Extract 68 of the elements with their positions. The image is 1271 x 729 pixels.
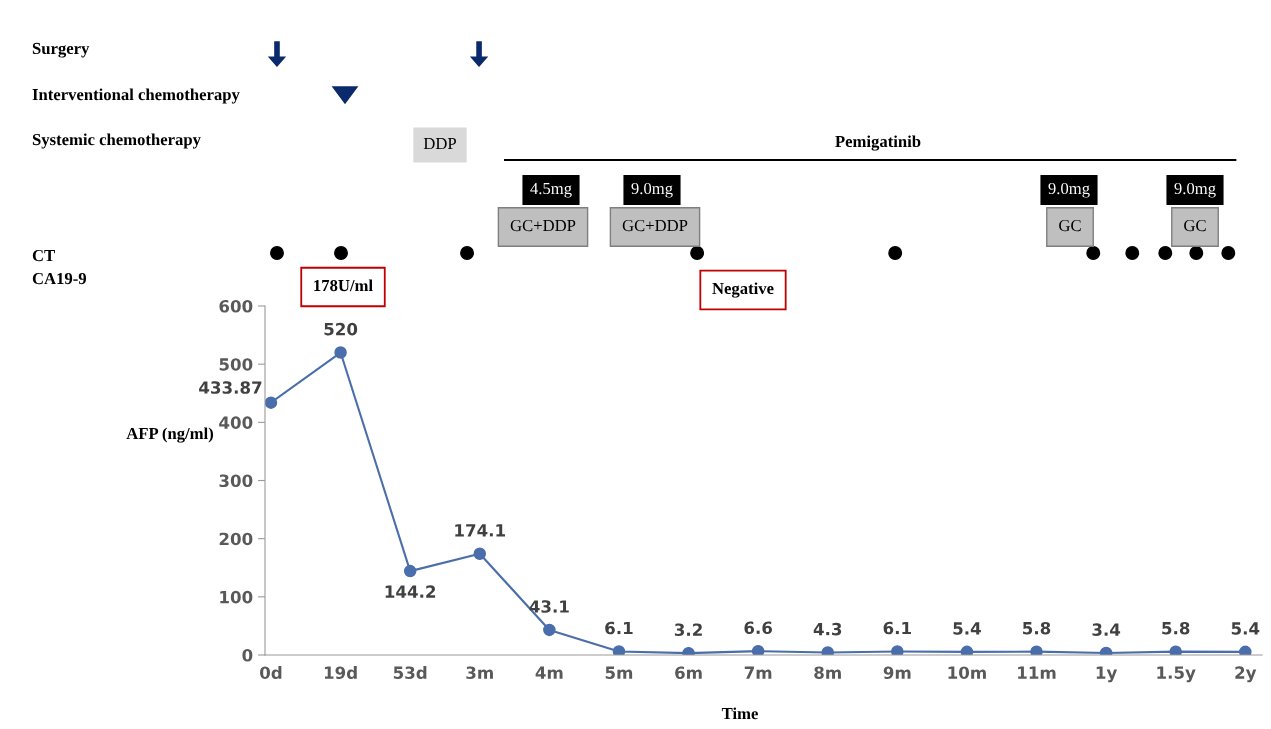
text: GC (1184, 219, 1206, 232)
x-tick-label: 2y (1235, 666, 1257, 683)
x-tick-label: 9m (883, 666, 911, 680)
y-tick-label: 100 (220, 590, 253, 604)
text: Negative (712, 282, 774, 298)
data-label: 4.3 (813, 622, 842, 636)
data-label: 5.4 (1231, 622, 1260, 635)
data-label: 5.8 (1162, 621, 1190, 635)
y-tick-label: 300 (219, 474, 253, 488)
x-tick-label: 19d (324, 666, 357, 680)
data-label: 3.2 (674, 623, 702, 637)
text: DDP (423, 138, 456, 150)
x-tick-label: 5m (605, 666, 633, 680)
y-tick-label: 500 (219, 358, 253, 371)
point (891, 645, 904, 655)
text: GC+DDP (622, 219, 688, 232)
y-tick-label: 200 (219, 532, 253, 546)
data-label: 3.4 (1092, 623, 1121, 636)
y-tick-label: 400 (219, 416, 253, 429)
data-label: 6.1 (605, 621, 633, 635)
data-label: 174.1 (455, 524, 505, 537)
text: 4.5mg (530, 182, 572, 198)
text: 9.0mg (1174, 182, 1216, 198)
text: Surgery (32, 42, 90, 58)
x-axis-title: Time (721, 707, 758, 720)
y-tick-label: 600 (219, 299, 253, 313)
text: Systemic chemotherapy (32, 133, 201, 149)
text: Pemigatinib (835, 135, 921, 151)
point (1239, 645, 1252, 655)
data-label: 6.1 (883, 621, 911, 635)
x-tick-label: 10m (948, 666, 986, 680)
text: CA19-9 (32, 272, 87, 285)
x-tick-label: 1.5y (1157, 666, 1196, 683)
x-tick-label: 7m (744, 666, 772, 679)
x-tick-label: 0d (260, 666, 282, 680)
text: GC (1059, 219, 1081, 232)
x-tick-label: 11m (1018, 666, 1056, 679)
y-axis-title: AFP (ng/ml) (126, 427, 214, 443)
point (960, 645, 974, 655)
x-tick-label: 3m (466, 666, 493, 680)
x-tick-label: 53d (393, 666, 427, 680)
data-label: 144.2 (385, 585, 436, 598)
text: 9.0mg (1048, 182, 1090, 198)
data-label: 43.1 (529, 600, 569, 613)
point (265, 396, 278, 409)
point (1169, 645, 1182, 655)
point (334, 346, 347, 359)
text: Interventional chemotherapy (32, 88, 240, 104)
x-tick-label: 4m (535, 666, 563, 679)
data-label: 5.8 (1023, 621, 1051, 635)
y-tick-label: 0 (242, 648, 253, 662)
data-label: 520 (324, 322, 358, 336)
data-label: 6.6 (744, 621, 773, 635)
x-tick-label: 6m (675, 666, 702, 680)
x-tick-label: 1y (1096, 666, 1118, 683)
point (473, 547, 487, 560)
text: GC+DDP (510, 219, 576, 232)
point (543, 623, 556, 637)
text: 178U/ml (314, 279, 373, 292)
data-label: 433.87 (199, 381, 262, 394)
point (751, 644, 765, 655)
text: 9.0mg (631, 182, 673, 198)
point (612, 645, 626, 655)
point (1030, 645, 1043, 655)
text: CT (32, 249, 55, 262)
data-label: 5.4 (953, 622, 981, 635)
x-tick-label: 8m (814, 666, 841, 680)
point (403, 564, 417, 578)
